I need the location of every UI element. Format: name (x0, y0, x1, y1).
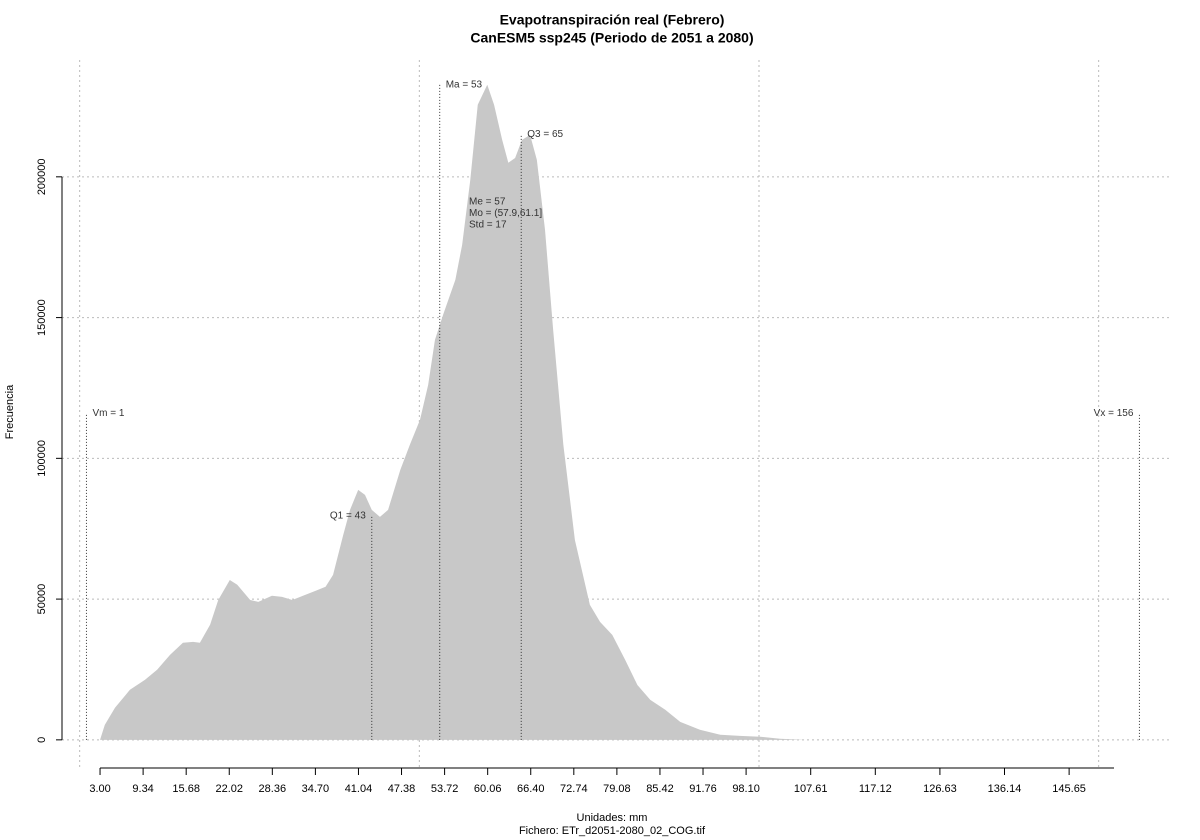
x-tick-label: 98.10 (732, 783, 760, 795)
x-tick-label: 79.08 (603, 783, 631, 795)
x-tick-label: 15.68 (172, 783, 200, 795)
x-tick-label: 47.38 (388, 783, 416, 795)
x-tick-label: 145.65 (1052, 783, 1086, 795)
density-area (100, 84, 1130, 740)
y-tick-label: 50000 (36, 584, 48, 615)
x-tick-label: 117.12 (859, 783, 892, 795)
x-tick-label: 53.72 (431, 783, 459, 795)
annotation-label: Q1 = 43 (330, 511, 366, 522)
x-tick-label: 85.42 (646, 783, 674, 795)
stat-label: Mo = (57.9,61.1] (469, 208, 542, 219)
x-tick-label: 22.02 (215, 783, 243, 795)
y-tick-label: 100000 (36, 440, 48, 477)
x-tick-label: 91.76 (689, 783, 717, 795)
y-tick-label: 0 (36, 737, 48, 743)
x-axis-label: Unidades: mm (577, 812, 648, 824)
annotation-label: Ma = 53 (446, 79, 483, 90)
annotation-label: Q3 = 65 (527, 129, 563, 140)
chart-subtitle: CanESM5 ssp245 (Periodo de 2051 a 2080) (470, 30, 753, 46)
x-tick-label: 66.40 (517, 783, 545, 795)
chart-title: Evapotranspiración real (Febrero) (500, 12, 725, 28)
x-tick-label: 72.74 (560, 783, 588, 795)
y-axis-label: Frecuencia (4, 384, 16, 439)
caption: Fichero: ETr_d2051-2080_02_COG.tif (519, 825, 706, 837)
x-tick-label: 41.04 (345, 783, 373, 795)
x-tick-label: 9.34 (132, 783, 153, 795)
x-tick-label: 34.70 (302, 783, 330, 795)
stat-label: Me = 57 (469, 197, 506, 208)
y-tick-label: 200000 (36, 158, 48, 195)
x-tick-label: 3.00 (89, 783, 110, 795)
x-tick-label: 107.61 (794, 783, 828, 795)
stat-label: Std = 17 (469, 220, 507, 231)
x-tick-label: 28.36 (259, 783, 287, 795)
x-tick-label: 136.14 (988, 783, 1022, 795)
x-tick-label: 60.06 (474, 783, 502, 795)
annotation-label: Vm = 1 (92, 408, 124, 419)
y-tick-label: 150000 (36, 299, 48, 336)
annotation-label: Vx = 156 (1094, 408, 1134, 419)
x-tick-label: 126.63 (923, 783, 957, 795)
